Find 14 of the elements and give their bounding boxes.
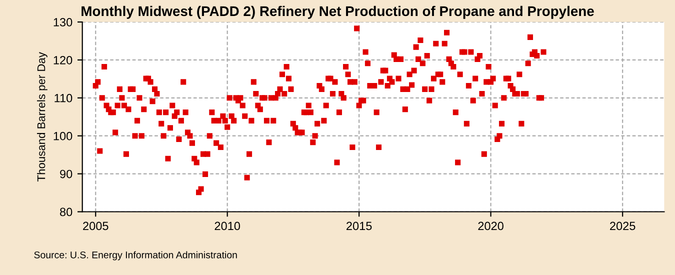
x-tick-label: 2010 [214,222,240,230]
y-tick-label: 90 [60,170,72,178]
y-tick-label: 110 [54,94,72,102]
source-note: Source: U.S. Energy Information Administration [34,251,237,260]
x-tick-label: 2005 [83,222,108,230]
chart-title: Monthly Midwest (PADD 2) Refinery Net Production of Propane and Propylene [82,6,594,19]
y-tick-label: 120 [54,56,72,64]
x-tick-label: 2015 [346,222,372,230]
y-tick-label: 100 [54,132,72,140]
y-tick-label: 130 [54,18,72,26]
x-tick-label: 2025 [610,222,636,230]
y-axis-title: Thousand Barrels per Day [37,52,48,182]
x-tick-label: 2020 [478,222,504,230]
y-tick-label: 80 [60,208,72,216]
